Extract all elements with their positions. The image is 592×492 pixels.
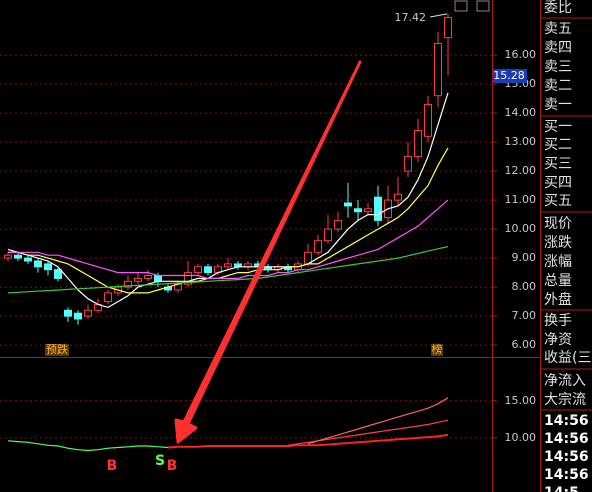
quote-label: 换手 xyxy=(544,312,572,329)
quote-label: 净资 xyxy=(544,332,572,348)
candle-body xyxy=(74,312,82,320)
quote-label: 外盘 xyxy=(544,291,572,308)
quote-label: 买四 xyxy=(544,175,572,191)
quote-label: 买一 xyxy=(544,119,572,135)
candle-body xyxy=(374,196,382,221)
candle-body xyxy=(154,275,162,282)
y-tick-label: 7.00 xyxy=(512,309,537,322)
quote-label: 涨幅 xyxy=(544,254,572,270)
candle-body xyxy=(334,219,342,230)
candle-body xyxy=(34,260,42,268)
quote-label: 卖四 xyxy=(544,40,572,56)
line xyxy=(7,440,169,452)
candle-body xyxy=(104,292,112,303)
line xyxy=(307,397,449,445)
y-tick-label: 12.00 xyxy=(505,164,537,177)
quote-label: 买五 xyxy=(544,193,572,209)
candle-body xyxy=(4,254,12,259)
max-label: 17.42 xyxy=(395,11,427,24)
candle-body xyxy=(124,280,132,288)
window-icon[interactable] xyxy=(454,0,468,12)
quote-label: 卖一 xyxy=(544,97,572,113)
candle-body xyxy=(84,309,92,317)
signal: B xyxy=(167,458,178,474)
time-label: 14:56 xyxy=(544,431,589,447)
last-price-label: 15.28 xyxy=(493,69,525,82)
y-tick-label: 15.00 xyxy=(505,394,537,407)
quote-label: 收益(三) xyxy=(544,350,592,366)
candle-body xyxy=(434,43,442,97)
candle-body xyxy=(424,103,432,137)
candle-body xyxy=(314,240,322,253)
quote-label: 现价 xyxy=(544,216,572,232)
y-tick-label: 14.00 xyxy=(505,106,537,119)
time-label: 14:5 xyxy=(544,485,579,492)
tag: 预跌 xyxy=(46,342,68,356)
time-label: 14:56 xyxy=(544,449,589,465)
candle-body xyxy=(224,263,232,268)
y-tick-label: 10.00 xyxy=(505,222,537,235)
tag-box xyxy=(431,344,443,356)
candle-body xyxy=(64,309,72,317)
candle-body xyxy=(324,228,332,242)
signal: B xyxy=(107,458,118,474)
quote-label: 涨跌 xyxy=(544,235,572,251)
line xyxy=(167,433,449,449)
candle-body xyxy=(44,263,52,271)
time-label: 14:56 xyxy=(544,413,589,429)
quote-label: 净流入 xyxy=(544,373,586,389)
line xyxy=(7,245,449,294)
signal: S xyxy=(155,453,165,469)
quote-label: 卖三 xyxy=(544,59,572,75)
candle-body xyxy=(144,275,152,279)
y-tick-label: 9.00 xyxy=(512,251,537,264)
arrow xyxy=(174,60,362,444)
candle-body xyxy=(194,266,202,274)
quote-label: 委比 xyxy=(544,0,572,16)
candle-body xyxy=(184,272,192,285)
y-tick-label: 8.00 xyxy=(512,280,537,293)
candle-body xyxy=(344,202,352,207)
y-tick-label: 16.00 xyxy=(505,48,537,61)
quote-label: 买二 xyxy=(544,137,572,153)
candle-body xyxy=(394,193,402,201)
sidebar: 委比卖五卖四卖三卖二卖一买一买二买三买四买五现价涨跌涨幅总量外盘换手净资收益(三… xyxy=(541,0,592,492)
candle-body xyxy=(134,277,142,282)
y-tick-label: 6.00 xyxy=(512,338,537,351)
candle-body xyxy=(14,254,22,259)
max-pointer xyxy=(429,13,448,18)
quote-label: 卖五 xyxy=(544,21,572,37)
candle-body xyxy=(54,269,62,279)
y-tick-label: 13.00 xyxy=(505,135,537,148)
candle-body xyxy=(444,16,452,39)
line xyxy=(8,199,449,279)
quote-label: 卖二 xyxy=(544,78,572,94)
candle-body xyxy=(414,130,422,158)
line xyxy=(7,92,449,309)
candle-body xyxy=(404,156,412,172)
y-tick-label: 10.00 xyxy=(505,431,537,444)
quote-label: 大宗流 xyxy=(544,392,586,408)
quote-label: 买三 xyxy=(544,156,572,172)
y-tick-label: 11.00 xyxy=(505,193,537,206)
tag-box xyxy=(45,344,69,356)
tag: 榜 xyxy=(432,342,443,356)
candle-body xyxy=(24,257,32,262)
quote-label: 总量 xyxy=(544,273,572,289)
line xyxy=(8,147,449,294)
time-label: 14:56 xyxy=(544,467,589,483)
window-icon[interactable] xyxy=(476,0,490,12)
candle-body xyxy=(364,208,372,213)
main-panel: 6.00 7.00 8.00 9.00 10.00 11.00 12.00 13.00 14.0… xyxy=(0,11,536,356)
candle-body xyxy=(354,208,362,213)
candle-body xyxy=(204,266,212,274)
last-price-box xyxy=(493,68,527,83)
